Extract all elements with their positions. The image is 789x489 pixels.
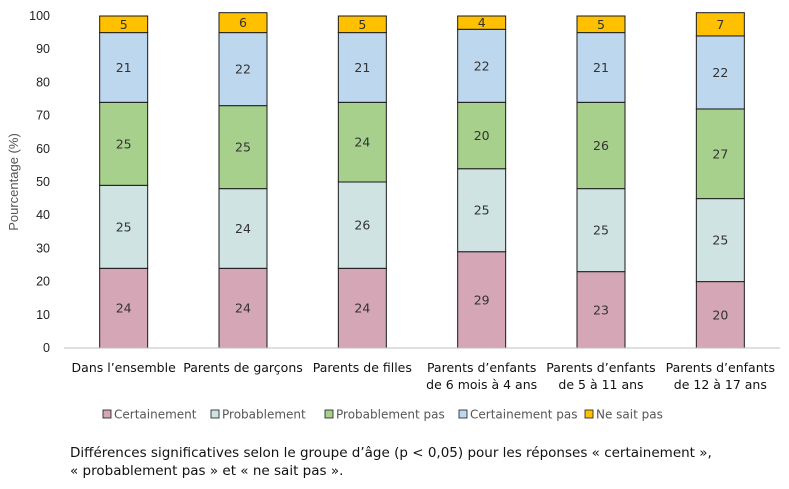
data-label: 7 (716, 17, 724, 32)
data-label: 24 (235, 301, 251, 316)
y-tick-label: 70 (36, 109, 50, 123)
x-tick-label: Parents d’enfants (427, 360, 536, 375)
y-tick-label: 60 (36, 142, 50, 156)
bar-segment (218, 188, 268, 269)
data-label: 20 (712, 307, 728, 322)
y-tick-label: 10 (36, 308, 50, 322)
data-label: 26 (593, 138, 609, 153)
bar-segment (218, 12, 268, 34)
data-label: 22 (474, 58, 490, 73)
y-tick-label: 40 (36, 208, 50, 222)
bar-segment (576, 188, 626, 273)
bar-segment (695, 35, 745, 110)
data-label: 25 (116, 136, 132, 151)
data-label: 5 (120, 17, 128, 32)
y-tick-label: 50 (36, 175, 50, 189)
y-tick-label: 20 (36, 275, 50, 289)
data-label: 21 (354, 60, 370, 75)
x-tick-label: Parents de filles (313, 360, 412, 375)
bar-segment (99, 15, 149, 34)
legend-swatch (458, 409, 468, 419)
data-label: 21 (593, 60, 609, 75)
bar-segment (576, 15, 626, 34)
x-tick-label: de 5 à 11 ans (558, 377, 643, 392)
bar-segment (99, 267, 149, 349)
significance-note: Différences significatives selon le grou… (70, 444, 770, 480)
bar-segment (337, 32, 387, 103)
legend-swatch (584, 409, 594, 419)
x-tick-label: Dans l’ensemble (72, 360, 177, 375)
data-label: 25 (474, 203, 490, 218)
data-label: 27 (712, 146, 728, 161)
y-tick-label: 80 (36, 75, 50, 89)
legend-swatch (102, 409, 112, 419)
bar-segment (695, 108, 745, 200)
data-label: 24 (354, 135, 370, 150)
bar-segment (457, 28, 507, 103)
bar-segment (457, 168, 507, 253)
data-label: 23 (593, 302, 609, 317)
data-label: 24 (235, 221, 251, 236)
bar-segment (576, 101, 626, 190)
data-label: 24 (116, 301, 132, 316)
legend-swatch (324, 409, 334, 419)
x-tick-label: Parents d’enfants (666, 360, 775, 375)
data-label: 5 (358, 17, 366, 32)
legend-label: Probablement pas (336, 408, 445, 422)
bar-segment (457, 15, 507, 30)
data-label: 5 (597, 17, 605, 32)
data-label: 29 (474, 292, 490, 307)
data-label: 25 (235, 140, 251, 155)
y-tick-label: 0 (43, 341, 50, 355)
bar-segment (337, 15, 387, 34)
data-label: 4 (478, 15, 486, 30)
data-label: 6 (239, 15, 247, 30)
data-label: 21 (116, 60, 132, 75)
data-label: 25 (712, 233, 728, 248)
bar-segment (576, 271, 626, 349)
legend-swatch (210, 409, 220, 419)
y-axis-label: Pourcentage (%) (6, 133, 21, 231)
y-tick-label: 100 (29, 9, 50, 23)
data-label: 20 (474, 128, 490, 143)
x-tick-label: Parents d’enfants (546, 360, 655, 375)
bar-segment (337, 181, 387, 269)
bar-segment (337, 101, 387, 183)
data-label: 22 (712, 65, 728, 80)
x-tick-label: de 6 mois à 4 ans (426, 377, 537, 392)
bar-segment (695, 281, 745, 349)
legend-label: Certainement (114, 408, 197, 422)
bar-segment (99, 184, 149, 269)
data-label: 25 (593, 223, 609, 238)
data-label: 22 (235, 62, 251, 77)
bar-segment (695, 198, 745, 283)
bar-segment (218, 32, 268, 107)
legend-label: Probablement (222, 408, 306, 422)
bar-segment (695, 12, 745, 37)
x-tick-label: Parents de garçons (183, 360, 303, 375)
bar-segment (99, 32, 149, 103)
y-tick-label: 90 (36, 42, 50, 56)
legend-label: Ne sait pas (596, 408, 663, 422)
x-tick-label: de 12 à 17 ans (674, 377, 767, 392)
bar-segment (218, 105, 268, 190)
data-label: 26 (354, 218, 370, 233)
legend-label: Certainement pas (470, 408, 578, 422)
significance-note-line-1: Différences significatives selon le grou… (70, 445, 712, 461)
significance-note-line-2: « probablement pas » et « ne sait pas ». (70, 463, 344, 479)
data-label: 24 (354, 301, 370, 316)
bar-segment (457, 101, 507, 170)
data-label: 25 (116, 219, 132, 234)
y-tick-label: 30 (36, 241, 50, 255)
